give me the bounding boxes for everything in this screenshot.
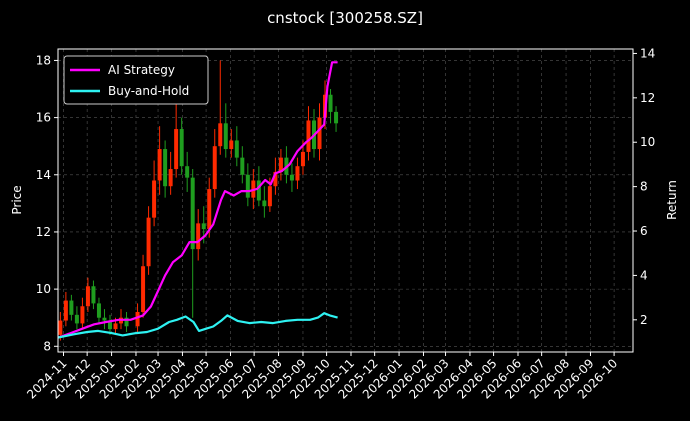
candle-body xyxy=(289,174,294,181)
candle-body xyxy=(91,286,96,304)
candle-body xyxy=(185,166,190,178)
candle-body xyxy=(152,180,157,218)
return-lines xyxy=(57,61,338,339)
candle-body xyxy=(74,314,79,324)
candle-body xyxy=(163,149,168,187)
y-tick-label: 12 xyxy=(36,225,51,239)
candle-body xyxy=(107,320,112,330)
candle-body xyxy=(85,286,90,307)
candle-body xyxy=(135,311,140,327)
legend-label-ai-strategy: AI Strategy xyxy=(108,63,175,77)
candle-body xyxy=(207,189,212,230)
candle-body xyxy=(212,146,217,190)
candle-body xyxy=(168,169,173,187)
candle-body xyxy=(223,123,228,150)
candle-body xyxy=(300,151,305,167)
y2-tick-label: 6 xyxy=(640,224,648,238)
candle-body xyxy=(196,223,201,250)
candle-body xyxy=(58,320,63,335)
candle-body xyxy=(218,123,223,147)
candle-body xyxy=(240,157,245,175)
candle-body xyxy=(174,129,179,170)
candle-body xyxy=(317,117,322,150)
y2-tick-label: 12 xyxy=(640,91,655,105)
candle-body xyxy=(141,266,146,312)
candle-body xyxy=(96,303,101,318)
candle-body xyxy=(124,317,129,327)
price-candles xyxy=(58,60,339,341)
y-tick-label: 18 xyxy=(36,53,51,67)
y2-tick-label: 4 xyxy=(640,268,648,282)
y2-tick-label: 2 xyxy=(640,313,648,327)
candle-body xyxy=(146,217,151,267)
candle-body xyxy=(102,317,107,321)
y-tick-label: 14 xyxy=(36,168,51,182)
candle-body xyxy=(256,180,261,201)
candle-body xyxy=(273,171,278,187)
y2-tick-label: 8 xyxy=(640,180,648,194)
y2-axis-title: Return xyxy=(665,180,679,220)
candle-body xyxy=(267,186,272,207)
y-axis-title: Price xyxy=(10,185,24,214)
candle-body xyxy=(306,120,311,152)
candle-body xyxy=(334,111,339,124)
y-tick-label: 8 xyxy=(43,339,51,353)
candle-body xyxy=(229,140,234,150)
legend: AI Strategy Buy-and-Hold xyxy=(63,55,209,105)
candle-body xyxy=(63,300,68,321)
y2-tick-label: 14 xyxy=(640,46,655,60)
chart-title: cnstock [300258.SZ] xyxy=(267,9,423,27)
left-axis: 8 10 12 14 16 18 xyxy=(36,53,58,353)
candle-body xyxy=(328,94,333,112)
candle-body xyxy=(190,177,195,250)
candle-body xyxy=(245,174,250,198)
candle-body xyxy=(69,300,74,315)
y-tick-label: 10 xyxy=(36,282,51,296)
candle-body xyxy=(262,200,267,207)
candle-body xyxy=(157,149,162,181)
legend-label-buy-and-hold: Buy-and-Hold xyxy=(108,84,189,98)
y2-tick-label: 10 xyxy=(640,135,655,149)
y-tick-label: 16 xyxy=(36,111,51,125)
right-axis: 2 4 6 8 10 12 14 xyxy=(633,46,655,327)
candle-body xyxy=(179,129,184,167)
series-line-buy-and-hold xyxy=(57,312,338,339)
candle-body xyxy=(113,323,118,330)
candle-body xyxy=(295,166,300,181)
series-line-ai-strategy xyxy=(57,61,338,339)
candle-body xyxy=(201,223,206,230)
candle-body xyxy=(80,306,85,324)
candle-body xyxy=(278,157,283,172)
candle-body xyxy=(234,140,239,158)
plot-frame xyxy=(57,48,634,353)
